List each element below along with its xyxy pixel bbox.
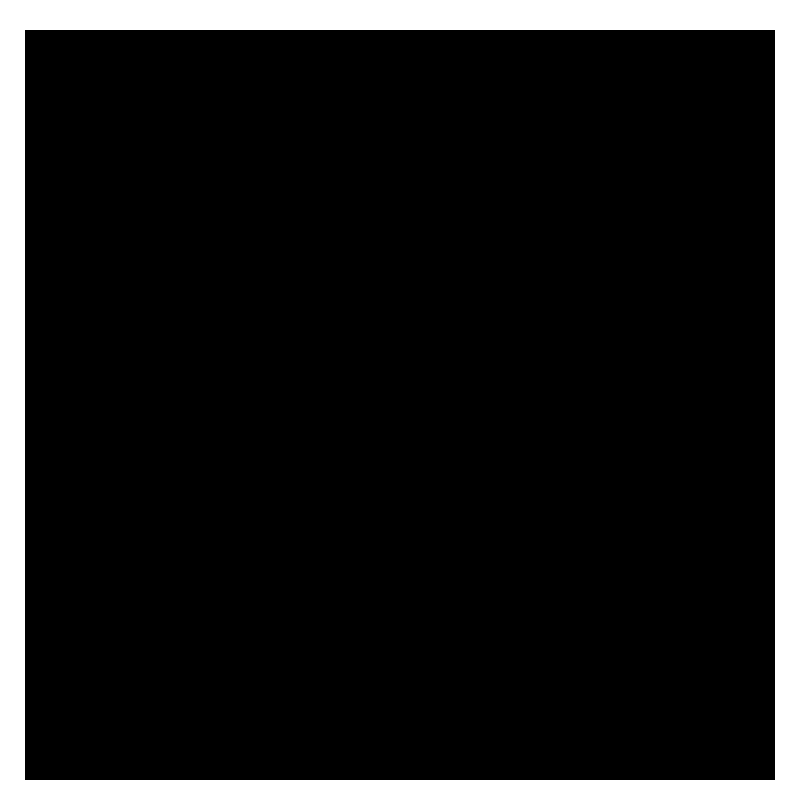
- heatmap-canvas: [25, 30, 325, 180]
- plot-frame: [25, 30, 775, 780]
